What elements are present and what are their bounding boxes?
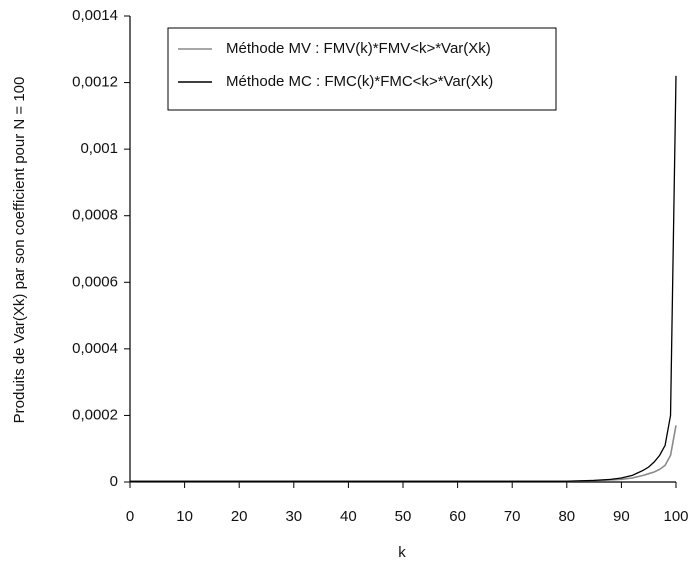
x-tick-label: 20 — [231, 508, 248, 525]
y-tick-label: 0,0012 — [72, 74, 118, 91]
y-tick-label: 0,0014 — [72, 7, 118, 24]
y-tick-label: 0 — [110, 473, 118, 490]
x-tick-label: 30 — [285, 508, 302, 525]
x-tick-label: 40 — [340, 508, 357, 525]
y-tick-label: 0,0002 — [72, 406, 118, 423]
y-tick-label: 0,0006 — [72, 273, 118, 290]
y-axis-label: Produits de Var(Xk) par son coefficient … — [11, 77, 28, 424]
legend-label: Méthode MV : FMV(k)*FMV<k>*Var(Xk) — [226, 40, 491, 57]
x-tick-label: 70 — [504, 508, 521, 525]
y-tick-label: 0,001 — [80, 140, 118, 157]
series-line — [130, 75, 677, 482]
y-tick-label: 0,0008 — [72, 207, 118, 224]
legend-label: Méthode MC : FMC(k)*FMC<k>*Var(Xk) — [226, 73, 493, 90]
x-tick-label: 10 — [176, 508, 193, 525]
x-axis-label: k — [398, 544, 406, 561]
x-tick-label: 60 — [449, 508, 466, 525]
y-tick-label: 0,0004 — [72, 340, 118, 357]
x-tick-label: 80 — [558, 508, 575, 525]
legend-box — [167, 27, 557, 111]
x-tick-label: 90 — [613, 508, 630, 525]
series-line — [130, 425, 677, 483]
x-tick-label: 0 — [126, 508, 134, 525]
x-tick-label: 100 — [663, 508, 688, 525]
x-tick-label: 50 — [395, 508, 412, 525]
